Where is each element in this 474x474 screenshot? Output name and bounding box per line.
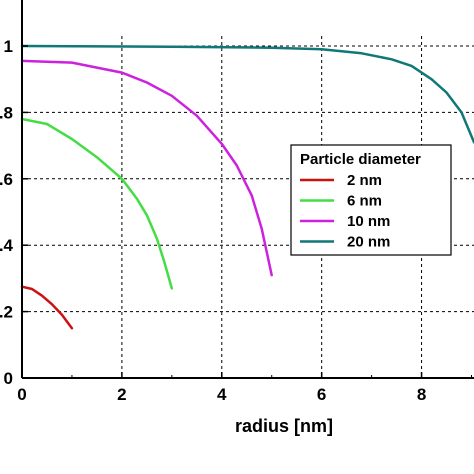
x-tick-label: 6 — [317, 385, 326, 404]
y-tick-label: .4 — [0, 236, 14, 255]
tick-labels: 0 2 4 6 8 0 .2 .4 .6 .8 1 — [0, 37, 426, 404]
legend-title: Particle diameter — [300, 151, 421, 168]
legend-label: 2 nm — [347, 172, 382, 189]
legend: Particle diameter 2 nm 6 nm 10 nm 20 nm — [290, 144, 452, 256]
y-tick-label: .8 — [0, 103, 13, 122]
series-lines — [20, 44, 474, 330]
legend-label: 6 nm — [347, 193, 382, 210]
y-tick-label: .2 — [0, 303, 13, 322]
x-tick-label: 0 — [17, 385, 26, 404]
series-line-10-nm — [20, 59, 273, 277]
legend-label: 10 nm — [347, 213, 390, 230]
x-tick-label: 8 — [417, 385, 426, 404]
y-tick-label: 0 — [4, 369, 13, 388]
y-tick-label: 1 — [4, 37, 13, 56]
legend-label: 20 nm — [347, 234, 390, 251]
x-tick-label: 4 — [217, 385, 227, 404]
x-tick-label: 2 — [117, 385, 126, 404]
series-line-6-nm — [20, 117, 174, 290]
series-line-20-nm — [20, 44, 474, 144]
x-axis-label: radius [nm] — [235, 416, 333, 436]
axes — [21, 0, 474, 379]
series-line-2-nm — [20, 285, 74, 330]
y-tick-label: .6 — [0, 170, 13, 189]
